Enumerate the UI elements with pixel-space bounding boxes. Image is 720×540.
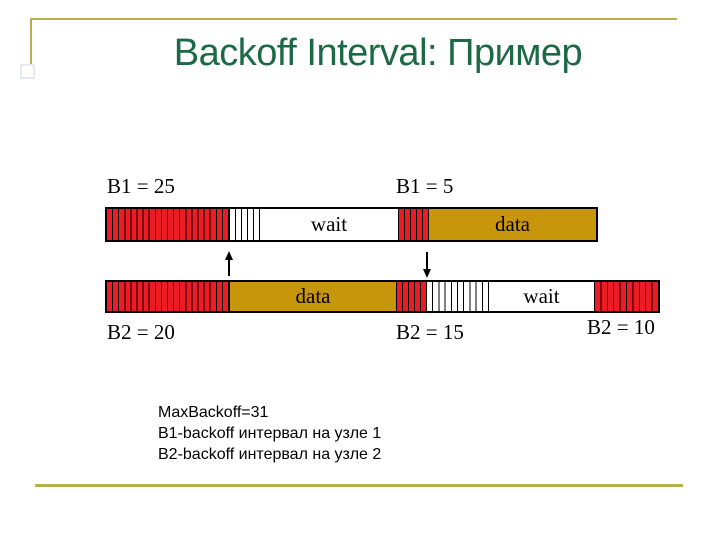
note-line-b1: B1-backoff интервал на узле 1 xyxy=(158,425,382,442)
note-line-b2: B2-backoff интервал на узле 2 xyxy=(158,446,382,463)
node-1-segment-red-stripes xyxy=(107,209,229,240)
corner-square-decoration xyxy=(20,64,35,79)
arrow-shaft xyxy=(425,252,428,269)
up-arrow xyxy=(224,251,233,276)
node-1-segment-gold-data: data xyxy=(428,209,596,240)
node-2-segment-white-stripes xyxy=(426,282,488,311)
note-line-maxbackoff: MaxBackoff=31 xyxy=(158,404,269,421)
node-2-wait-label: wait xyxy=(523,284,560,308)
node-2-segment-red-stripes xyxy=(594,282,658,311)
node-2-segment-red-stripes xyxy=(396,282,426,311)
arrow-shaft xyxy=(227,260,230,276)
backoff-value-label-b15: B1 = 5 xyxy=(396,174,454,198)
node-2-data-label: data xyxy=(295,284,331,308)
timeline-bar-node-2: data wait xyxy=(105,280,660,313)
node-1-segment-red-stripes xyxy=(398,209,428,240)
timeline-bar-node-1: wait data xyxy=(105,207,598,242)
node-1-wait-label: wait xyxy=(310,212,348,236)
backoff-value-label-b220: B2 = 20 xyxy=(107,320,175,344)
down-arrow xyxy=(422,252,431,278)
slide-title: Backoff Interval: Пример xyxy=(173,32,583,74)
top-border-line xyxy=(30,18,677,20)
node-1-segment-white-stripes xyxy=(229,209,259,240)
node-2-segment-gold-data: data xyxy=(229,282,396,311)
backoff-value-label-b210: B2 = 10 xyxy=(587,315,655,339)
node-1-data-label: data xyxy=(495,212,530,236)
bottom-border-line xyxy=(35,484,683,487)
arrowhead-down-icon xyxy=(422,269,431,278)
arrowhead-up-icon xyxy=(224,251,233,260)
backoff-value-label-b215: B2 = 15 xyxy=(396,320,464,344)
node-2-segment-plain-wait: wait xyxy=(488,282,594,311)
notes-block: MaxBackoff=31 B1-backoff интервал на узл… xyxy=(158,402,381,465)
node-1-segment-plain-wait: wait xyxy=(259,209,398,240)
node-2-segment-red-stripes xyxy=(107,282,229,311)
top-left-corner-line xyxy=(30,18,32,64)
backoff-value-label-b125: B1 = 25 xyxy=(107,174,175,198)
